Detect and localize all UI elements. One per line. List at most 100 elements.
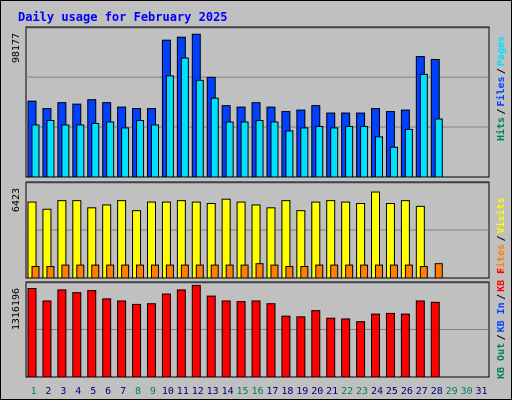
usage-legend-hits: Hits — [495, 117, 507, 141]
x-tick-label-30: 30 — [461, 386, 473, 397]
x-tick-label-2: 2 — [45, 386, 51, 397]
x-tick-label-5: 5 — [90, 386, 96, 397]
x-tick-label-16: 16 — [251, 386, 263, 397]
sites-bar-7 — [121, 264, 130, 279]
sites-bar-2 — [46, 266, 55, 279]
sites-bar-17 — [270, 264, 279, 279]
kbytes-bar-15 — [236, 301, 246, 378]
x-tick-label-28: 28 — [431, 386, 443, 397]
kbytes-bar-8 — [132, 303, 142, 378]
kbytes-bar-25 — [385, 312, 395, 378]
usage-legend-pages: Pages — [496, 36, 507, 66]
kbytes-bar-13 — [206, 295, 216, 378]
x-tick-label-21: 21 — [326, 386, 338, 397]
pages-bar-28 — [434, 118, 443, 178]
pages-bar-13 — [210, 97, 219, 178]
pages-bar-8 — [136, 119, 145, 178]
pages-bar-6 — [106, 121, 115, 178]
sites-bar-8 — [136, 264, 145, 279]
sites-bar-12 — [195, 264, 204, 279]
kbytes-bar-20 — [311, 310, 321, 378]
max-value-label-1: 98177 — [11, 33, 22, 63]
x-tick-label-22: 22 — [341, 386, 353, 397]
x-tick-label-26: 26 — [401, 386, 413, 397]
pages-bar-11 — [180, 57, 189, 178]
sites-bar-26 — [404, 264, 413, 279]
kbytes-bar-7 — [117, 300, 127, 378]
sites-bar-21 — [330, 264, 339, 279]
pages-bar-10 — [165, 75, 174, 178]
sites-bar-24 — [375, 264, 384, 279]
x-tick-label-25: 25 — [386, 386, 398, 397]
kbytes-bar-27 — [415, 300, 425, 378]
kbytes-bar-14 — [221, 300, 231, 378]
sites-bar-27 — [419, 266, 428, 279]
kbytes-bar-5 — [87, 290, 97, 378]
sites-bar-22 — [345, 264, 354, 279]
kbytes-bar-26 — [400, 313, 410, 378]
pages-bar-4 — [76, 124, 85, 178]
kbytes-bar-1 — [27, 288, 37, 378]
x-tick-label-8: 8 — [135, 386, 141, 397]
pages-bar-9 — [150, 124, 159, 178]
sites-bar-6 — [106, 264, 115, 279]
x-tick-label-13: 13 — [207, 386, 219, 397]
kbytes-bar-19 — [296, 316, 306, 378]
pages-bar-1 — [31, 124, 40, 178]
kbytes-legend-separator: / — [496, 334, 507, 340]
sites-bar-25 — [389, 264, 398, 279]
x-tick-label-17: 17 — [266, 386, 278, 397]
x-tick-label-10: 10 — [162, 386, 174, 397]
sites-bar-13 — [210, 264, 219, 279]
sites-bar-4 — [76, 264, 85, 279]
pages-bar-3 — [61, 124, 70, 178]
sites-bar-28 — [434, 263, 443, 279]
kbytes-bar-2 — [42, 300, 52, 378]
pages-bar-14 — [225, 121, 234, 178]
kbytes-bar-23 — [356, 321, 366, 378]
kbytes-bar-11 — [176, 289, 186, 378]
pages-bar-27 — [419, 73, 428, 178]
kbytes-bar-22 — [341, 318, 351, 378]
sites-bar-23 — [360, 264, 369, 279]
pages-bar-26 — [404, 128, 413, 178]
sites-bar-3 — [61, 264, 70, 279]
kbytes-bar-28 — [430, 301, 440, 378]
kbytes-legend-separator: / — [496, 294, 507, 300]
x-tick-label-12: 12 — [192, 386, 204, 397]
max-value-label-2: 6423 — [11, 188, 22, 212]
pages-bar-15 — [240, 121, 249, 178]
x-tick-label-19: 19 — [296, 386, 308, 397]
x-tick-label-3: 3 — [60, 386, 66, 397]
kbytes-bar-10 — [161, 293, 171, 378]
usage-legend-separator: / — [496, 68, 507, 74]
x-tick-label-4: 4 — [75, 386, 81, 397]
kbytes-legend-kb-in: KB In — [496, 302, 507, 332]
x-tick-label-29: 29 — [446, 386, 458, 397]
kbytes-bar-18 — [281, 315, 291, 378]
pages-bar-12 — [195, 79, 204, 178]
kbytes-bar-17 — [266, 303, 276, 378]
x-tick-label-14: 14 — [222, 386, 234, 397]
kbytes-bar-3 — [57, 289, 67, 378]
x-tick-label-7: 7 — [120, 386, 126, 397]
pages-bar-7 — [121, 127, 130, 178]
pages-bar-23 — [360, 125, 369, 178]
x-tick-label-1: 1 — [30, 386, 36, 397]
x-tick-label-27: 27 — [416, 386, 428, 397]
pages-bar-25 — [389, 146, 398, 178]
pages-bar-16 — [255, 119, 264, 178]
x-tick-label-23: 23 — [356, 386, 368, 397]
x-tick-label-31: 31 — [476, 386, 488, 397]
x-tick-label-9: 9 — [150, 386, 156, 397]
pages-bar-5 — [91, 122, 100, 178]
sites-bar-14 — [225, 264, 234, 279]
visits-legend-visits: Visits — [495, 197, 507, 233]
pages-bar-17 — [270, 121, 279, 178]
x-tick-label-24: 24 — [371, 386, 383, 397]
sites-bar-1 — [31, 266, 40, 279]
sites-bar-16 — [255, 263, 264, 279]
x-tick-label-18: 18 — [281, 386, 293, 397]
sites-bar-15 — [240, 264, 249, 279]
